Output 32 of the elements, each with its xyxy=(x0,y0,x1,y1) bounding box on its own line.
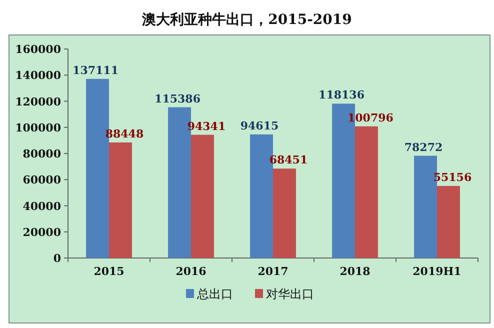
x-tick-label: 2015 xyxy=(94,265,124,278)
y-tick-label: 120000 xyxy=(15,95,62,108)
data-label: 137111 xyxy=(72,64,118,77)
y-tick-label: 0 xyxy=(53,252,62,265)
data-label: 100796 xyxy=(348,111,394,124)
data-label: 88448 xyxy=(105,127,144,140)
data-label: 68451 xyxy=(269,154,308,167)
y-tick-label: 20000 xyxy=(22,226,62,239)
x-tick-label: 2017 xyxy=(258,265,288,278)
data-label: 78272 xyxy=(404,140,443,154)
y-tick-label: 80000 xyxy=(22,148,62,160)
y-tick-label: 140000 xyxy=(15,69,62,82)
x-tick-label: 2016 xyxy=(176,265,207,278)
y-tick-label: 40000 xyxy=(22,200,62,213)
bar xyxy=(355,126,378,258)
chart-title: 澳大利亚种牛出口，2015-2019 xyxy=(141,12,352,28)
data-label: 118136 xyxy=(318,88,365,102)
data-label: 94615 xyxy=(240,119,279,132)
bar xyxy=(273,168,296,258)
legend-label: 总出口 xyxy=(196,287,233,301)
bar xyxy=(109,142,132,258)
bar xyxy=(191,134,214,258)
data-label: 55156 xyxy=(433,170,472,184)
data-label: 94341 xyxy=(187,120,226,133)
bar xyxy=(437,186,460,258)
y-tick-label: 160000 xyxy=(15,43,62,56)
x-tick-label: 2019H1 xyxy=(412,265,462,278)
y-tick-label: 100000 xyxy=(15,121,62,134)
data-label: 115386 xyxy=(154,92,201,106)
x-tick-label: 2018 xyxy=(340,265,371,278)
legend-label: 对华出口 xyxy=(266,287,314,301)
y-tick-label: 60000 xyxy=(22,174,62,187)
